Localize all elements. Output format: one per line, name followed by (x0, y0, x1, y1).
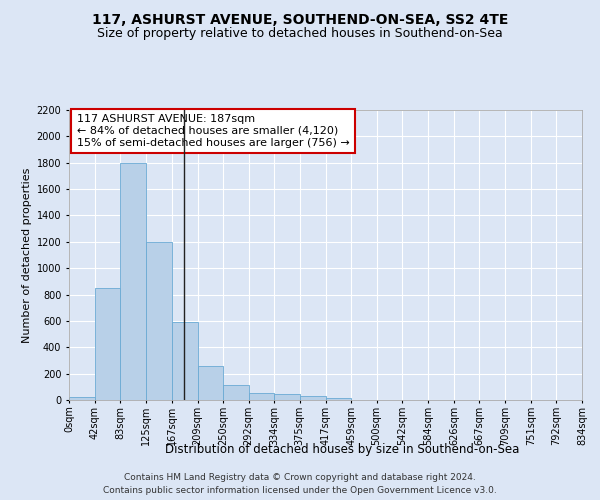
Bar (274, 394, 299, 400)
Text: 117, ASHURST AVENUE, SOUTHEND-ON-SEA, SS2 4TE: 117, ASHURST AVENUE, SOUTHEND-ON-SEA, SS… (92, 12, 508, 26)
Bar (95, 288, 120, 400)
Bar (146, 242, 172, 400)
Bar (69, 396, 95, 400)
Text: 117 ASHURST AVENUE: 187sqm
← 84% of detached houses are smaller (4,120)
15% of s: 117 ASHURST AVENUE: 187sqm ← 84% of deta… (77, 114, 349, 148)
Y-axis label: Number of detached properties: Number of detached properties (22, 168, 32, 342)
Bar (248, 394, 274, 400)
Text: Contains public sector information licensed under the Open Government Licence v3: Contains public sector information licen… (103, 486, 497, 495)
Bar (172, 322, 197, 400)
Bar (197, 366, 223, 400)
Bar (223, 385, 248, 400)
Text: Size of property relative to detached houses in Southend-on-Sea: Size of property relative to detached ho… (97, 28, 503, 40)
Bar (325, 398, 352, 400)
Bar (299, 396, 325, 400)
Text: Contains HM Land Registry data © Crown copyright and database right 2024.: Contains HM Land Registry data © Crown c… (124, 472, 476, 482)
Text: Distribution of detached houses by size in Southend-on-Sea: Distribution of detached houses by size … (165, 442, 519, 456)
Bar (120, 162, 146, 400)
